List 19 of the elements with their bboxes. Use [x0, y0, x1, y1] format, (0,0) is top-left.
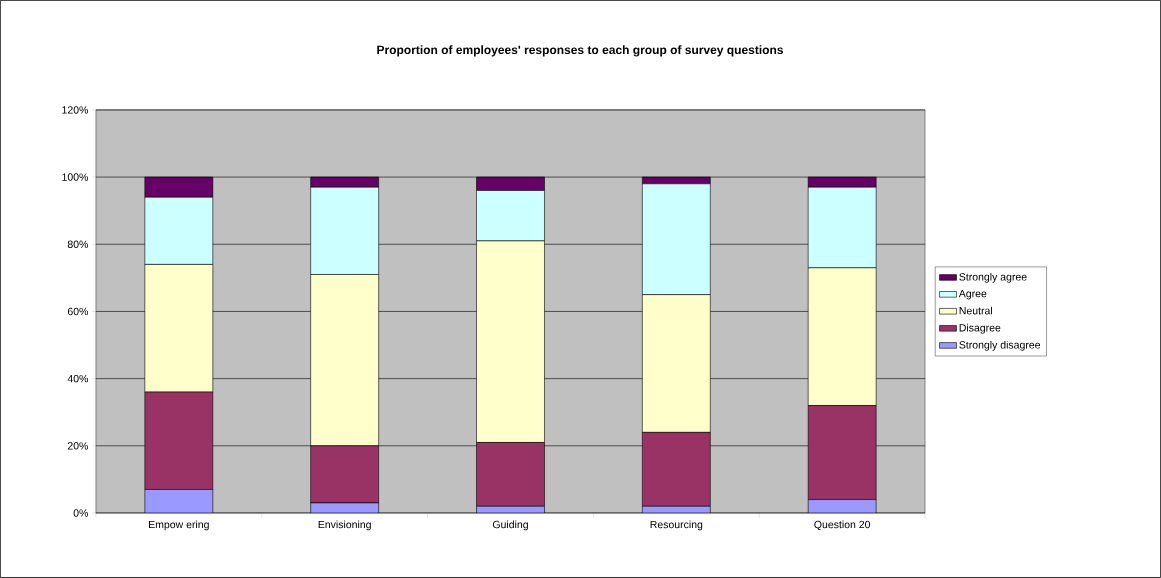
y-tick-label: 60% — [67, 307, 89, 316]
x-tick-label: Question 20 — [814, 520, 871, 531]
y-tick-label: 40% — [67, 374, 89, 383]
x-tick-label: Empow ering — [149, 520, 209, 531]
legend-label: Strongly agree — [959, 272, 1027, 283]
y-tick-label: 0% — [73, 509, 89, 517]
chart-title: Proportion of employees' responses to each group of survey questions — [377, 45, 784, 57]
y-tick-label: 120% — [62, 106, 89, 114]
bar — [144, 489, 214, 514]
y-tick-label: 20% — [67, 442, 89, 450]
legend-label: Disagree — [959, 323, 1001, 334]
legend-label: Strongly disagree — [959, 340, 1041, 351]
legend-label: Agree — [958, 290, 987, 300]
x-tick-label: Resourcing — [650, 520, 703, 531]
y-tick-label: 100% — [62, 173, 89, 181]
x-tick-label: Guiding — [492, 520, 528, 531]
legend-label: Neutral — [959, 306, 992, 315]
x-tick-label: Envisioning — [318, 520, 371, 531]
y-tick-label: 80% — [67, 240, 89, 249]
